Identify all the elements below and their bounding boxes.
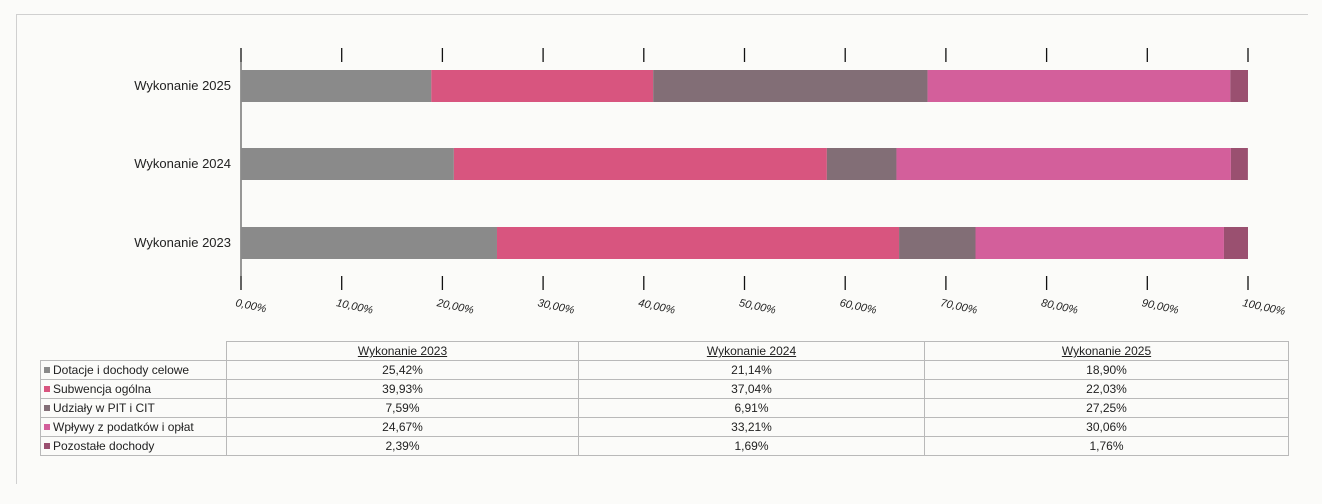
row-label: Udziały w PIT i CIT [53,401,155,415]
table-col-header: Wykonanie 2025 [924,341,1289,361]
x-tick-label: 40,00% [637,297,676,317]
bar-segment [653,70,928,102]
row-label: Pozostałe dochody [53,439,155,453]
data-table: Wykonanie 2023 Wykonanie 2024 Wykonanie … [40,341,1289,456]
chart-svg: Wykonanie 2025 Wykonanie 2024 Wykonanie 20… [134,48,1287,318]
frame-left-line [16,14,17,484]
row-header: Dotacje i dochody celowe [40,360,227,380]
table-col-header: Wykonanie 2024 [578,341,925,361]
row-header: Wpływy z podatków i opłat [40,417,227,437]
row-header: Udziały w PIT i CIT [40,398,227,418]
table-cell: 22,03% [924,379,1289,399]
bar-segment [896,148,1231,180]
bar-segment [1230,148,1248,180]
x-tick-label: 20,00% [435,297,475,317]
x-tick-label: 70,00% [939,297,978,317]
bar-segment [431,70,654,102]
bar-segment [496,227,900,259]
table-cell: 1,76% [924,436,1289,456]
bar-segment [1223,227,1248,259]
x-tick-label: 50,00% [738,297,777,317]
bar-segment [826,148,897,180]
bar-segment [241,148,454,180]
stacked-bar-chart: Wykonanie 2025 Wykonanie 2024 Wykonanie 20… [134,48,1287,318]
category-label: Wykonanie 2025 [134,78,231,93]
row-label: Wpływy z podatków i opłat [53,420,194,434]
table-cell: 2,39% [226,436,579,456]
table-cell: 6,91% [578,398,925,418]
x-tick-labels: 0,00% 10,00% 20,00% 30,00% 40,00% 50,00% 60,00… [234,297,1286,318]
x-tick-label: 10,00% [335,297,374,317]
frame-top-line [16,14,1308,15]
legend-swatch-icon [44,366,50,373]
table-row: Pozostałe dochody 2,39% 1,69% 1,76% [40,436,1289,456]
table-cell: 18,90% [924,360,1289,380]
row-label: Dotacje i dochody celowe [53,363,190,377]
table-row: Udziały w PIT i CIT 7,59% 6,91% 27,25% [40,398,1289,418]
bar-segment [453,148,827,180]
bar-segment [241,227,497,259]
bars [241,70,1248,259]
x-tick-label: 100,00% [1241,297,1286,318]
bar-segment [975,227,1224,259]
table-cell: 21,14% [578,360,925,380]
table-cell: 1,69% [578,436,925,456]
table-row: Subwencja ogólna 39,93% 37,04% 22,03% [40,379,1289,399]
bar-segment [899,227,976,259]
table-cell: 7,59% [226,398,579,418]
bar-segment [1230,70,1248,102]
table-row: Dotacje i dochody celowe 25,42% 21,14% 1… [40,360,1289,380]
legend-swatch-icon [44,423,50,430]
table-cell: 27,25% [924,398,1289,418]
row-label: Subwencja ogólna [53,382,152,396]
table-cell: 37,04% [578,379,925,399]
table-cell: 39,93% [226,379,579,399]
table-col-header: Wykonanie 2023 [226,341,579,361]
x-tick-label: 0,00% [234,297,267,315]
row-header: Subwencja ogólna [40,379,227,399]
x-tick-label: 80,00% [1040,297,1079,317]
table-corner [40,341,227,361]
table-cell: 33,21% [578,417,925,437]
bar-segment [927,70,1231,102]
table-cell: 30,06% [924,417,1289,437]
table-row: Wpływy z podatków i opłat 24,67% 33,21% … [40,417,1289,437]
legend-swatch-icon [44,404,50,411]
x-tick-label: 30,00% [536,297,575,317]
category-labels: Wykonanie 2025 Wykonanie 2024 Wykonanie 20… [134,78,231,250]
category-label: Wykonanie 2023 [134,235,231,250]
bar-segment [241,70,432,102]
category-label: Wykonanie 2024 [134,156,231,171]
legend-swatch-icon [44,385,50,392]
table-cell: 25,42% [226,360,579,380]
row-header: Pozostałe dochody [40,436,227,456]
x-tick-label: 60,00% [839,297,878,317]
x-tick-label: 90,00% [1141,297,1180,317]
table-header-row: Wykonanie 2023 Wykonanie 2024 Wykonanie … [40,341,1289,361]
legend-swatch-icon [44,442,50,449]
table-cell: 24,67% [226,417,579,437]
